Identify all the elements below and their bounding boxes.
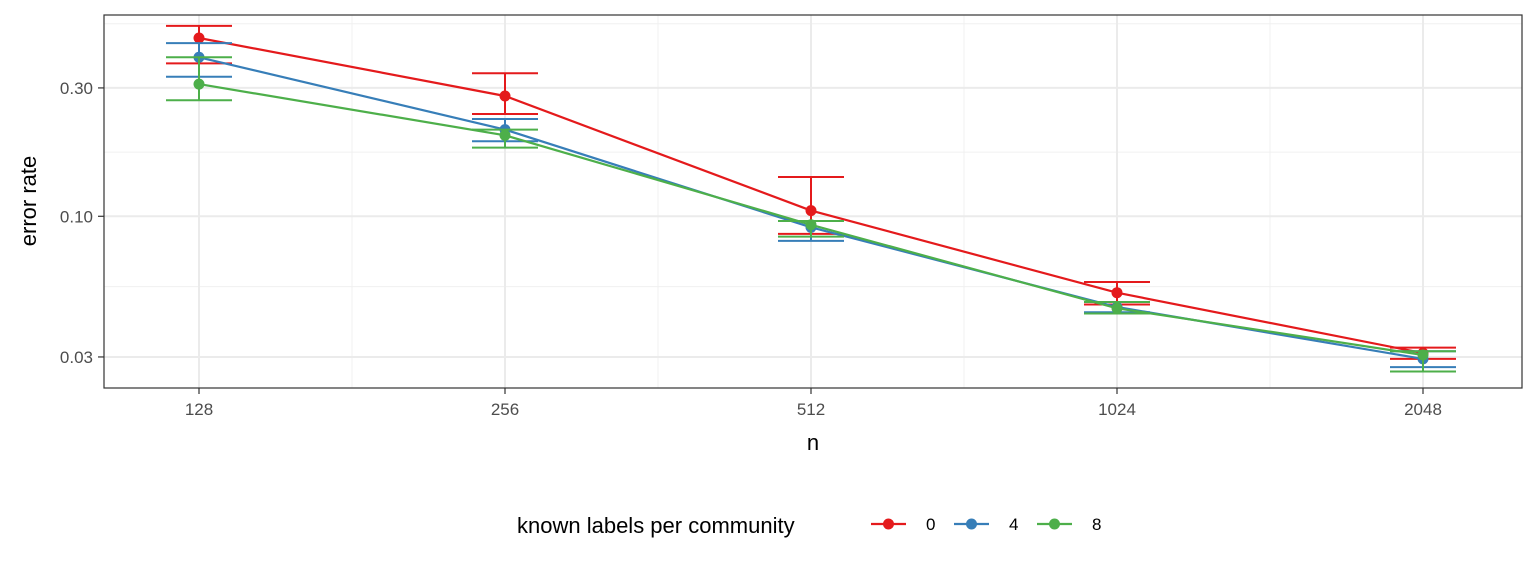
data-point xyxy=(499,90,511,102)
data-point xyxy=(193,32,205,44)
plot-background xyxy=(104,15,1522,388)
data-point xyxy=(1111,302,1123,314)
legend-key-point xyxy=(883,518,894,530)
minor-gridlines xyxy=(104,15,1522,388)
legend-item-4: 4 xyxy=(954,515,1018,534)
legend-title: known labels per community xyxy=(517,513,795,538)
plot-border xyxy=(103,14,1523,389)
x-tick-label: 1024 xyxy=(1098,400,1136,419)
x-tick-label: 512 xyxy=(797,400,825,419)
major-gridlines xyxy=(104,15,1522,388)
data-point xyxy=(805,205,817,217)
legend-item-8: 8 xyxy=(1037,515,1101,534)
legend-label: 4 xyxy=(1009,515,1018,534)
data-point xyxy=(499,129,511,141)
series-layer xyxy=(166,24,1456,373)
x-tick-label: 256 xyxy=(491,400,519,419)
y-axis-title: error rate xyxy=(16,156,41,246)
legend-key-point xyxy=(1049,518,1060,530)
legend-item-0: 0 xyxy=(871,515,935,534)
data-point xyxy=(193,78,205,90)
data-point xyxy=(805,219,817,231)
data-point xyxy=(1111,287,1123,299)
x-tick-label: 128 xyxy=(185,400,213,419)
x-axis: 128 256 512 1024 2048 xyxy=(185,388,1442,419)
legend-key-point xyxy=(966,518,977,530)
data-point xyxy=(1417,349,1429,361)
y-tick-label: 0.10 xyxy=(60,207,93,226)
legend-label: 8 xyxy=(1092,515,1101,534)
legend: known labels per community 0 4 8 xyxy=(517,513,1101,538)
legend-label: 0 xyxy=(926,515,935,534)
y-tick-label: 0.30 xyxy=(60,79,93,98)
y-tick-label: 0.03 xyxy=(60,348,93,367)
series-8 xyxy=(166,56,1456,373)
x-axis-title: n xyxy=(807,430,819,455)
x-tick-label: 2048 xyxy=(1404,400,1442,419)
y-axis: 0.03 0.10 0.30 xyxy=(60,79,104,367)
